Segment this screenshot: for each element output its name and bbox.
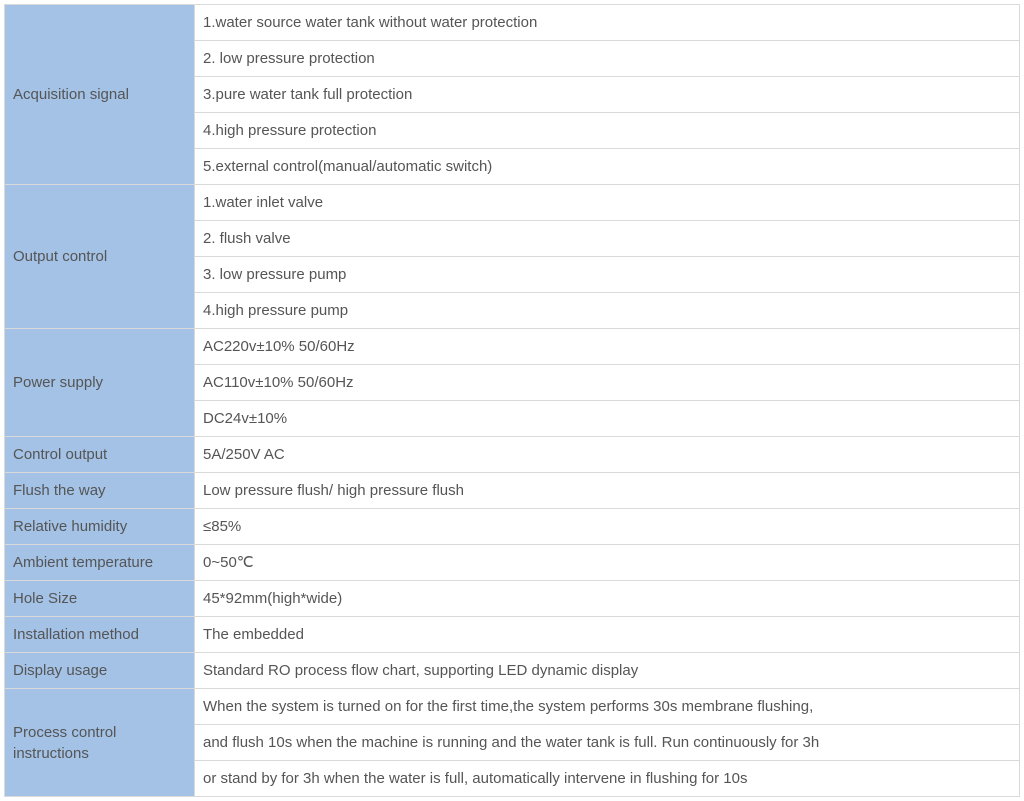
row-label: Control output (5, 437, 195, 473)
row-label: Display usage (5, 653, 195, 689)
row-value: 4.high pressure protection (195, 113, 1020, 149)
row-value: The embedded (195, 617, 1020, 653)
row-value: or stand by for 3h when the water is ful… (195, 761, 1020, 797)
row-value: 4.high pressure pump (195, 293, 1020, 329)
row-label: Ambient temperature (5, 545, 195, 581)
table-row: Hole Size 45*92mm(high*wide) (5, 581, 1020, 617)
table-row: Display usage Standard RO process flow c… (5, 653, 1020, 689)
row-label: Output control (5, 185, 195, 329)
row-value: 2. low pressure protection (195, 41, 1020, 77)
table-row: Output control 1.water inlet valve (5, 185, 1020, 221)
row-value: When the system is turned on for the fir… (195, 689, 1020, 725)
row-label: Acquisition signal (5, 5, 195, 185)
row-value: and flush 10s when the machine is runnin… (195, 725, 1020, 761)
table-row: Flush the way Low pressure flush/ high p… (5, 473, 1020, 509)
row-value: 3. low pressure pump (195, 257, 1020, 293)
table-row: Power supply AC220v±10% 50/60Hz (5, 329, 1020, 365)
row-value: 5A/250V AC (195, 437, 1020, 473)
row-value: Low pressure flush/ high pressure flush (195, 473, 1020, 509)
row-value: 45*92mm(high*wide) (195, 581, 1020, 617)
table-row: Ambient temperature 0~50℃ (5, 545, 1020, 581)
row-label: Flush the way (5, 473, 195, 509)
table-row: Installation method The embedded (5, 617, 1020, 653)
table-row: Acquisition signal 1.water source water … (5, 5, 1020, 41)
row-label: Power supply (5, 329, 195, 437)
table-row: Relative humidity ≤85% (5, 509, 1020, 545)
row-value: 5.external control(manual/automatic swit… (195, 149, 1020, 185)
row-value: 3.pure water tank full protection (195, 77, 1020, 113)
row-value: Standard RO process flow chart, supporti… (195, 653, 1020, 689)
table-row: Control output 5A/250V AC (5, 437, 1020, 473)
row-value: ≤85% (195, 509, 1020, 545)
row-label: Relative humidity (5, 509, 195, 545)
row-label: Hole Size (5, 581, 195, 617)
row-label: Process control instructions (5, 689, 195, 797)
row-value: DC24v±10% (195, 401, 1020, 437)
spec-table: Acquisition signal 1.water source water … (4, 4, 1020, 797)
row-value: AC220v±10% 50/60Hz (195, 329, 1020, 365)
row-label: Installation method (5, 617, 195, 653)
row-value: 1.water source water tank without water … (195, 5, 1020, 41)
row-value: AC110v±10% 50/60Hz (195, 365, 1020, 401)
row-value: 2. flush valve (195, 221, 1020, 257)
row-value: 1.water inlet valve (195, 185, 1020, 221)
spec-table-body: Acquisition signal 1.water source water … (5, 5, 1020, 797)
row-value: 0~50℃ (195, 545, 1020, 581)
table-row: Process control instructions When the sy… (5, 689, 1020, 725)
